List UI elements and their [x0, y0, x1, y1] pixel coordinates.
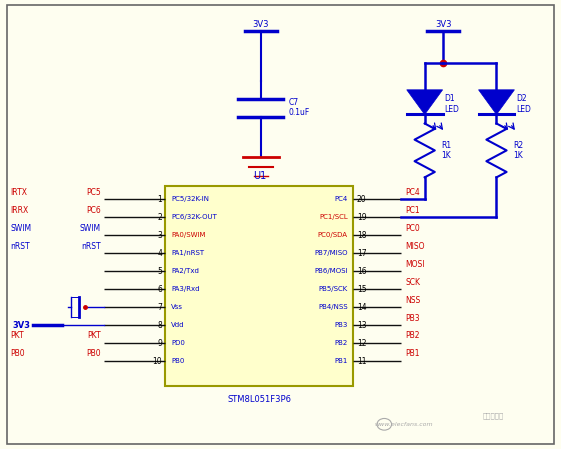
Text: MISO: MISO	[406, 242, 425, 251]
Text: PC6/32K-OUT: PC6/32K-OUT	[171, 214, 217, 220]
Text: PC5: PC5	[86, 188, 101, 197]
Text: PC0/SDA: PC0/SDA	[318, 232, 348, 238]
Text: 3V3: 3V3	[12, 321, 30, 330]
Text: 4: 4	[157, 249, 162, 258]
Text: 8: 8	[158, 321, 162, 330]
Polygon shape	[407, 90, 443, 114]
Text: 6: 6	[157, 285, 162, 294]
Text: 1: 1	[158, 195, 162, 204]
Text: 9: 9	[157, 339, 162, 348]
Text: D2
LED: D2 LED	[516, 94, 531, 114]
Polygon shape	[479, 90, 514, 114]
Text: 3V3: 3V3	[435, 20, 452, 29]
Text: nRST: nRST	[10, 242, 30, 251]
Text: 电子发烧友: 电子发烧友	[483, 412, 504, 418]
Text: 14: 14	[357, 303, 366, 312]
Text: PC6: PC6	[86, 206, 101, 215]
Text: SCK: SCK	[406, 277, 421, 286]
Text: PB0: PB0	[86, 349, 101, 358]
Text: PB6/MOSI: PB6/MOSI	[314, 268, 348, 274]
Text: 3: 3	[157, 231, 162, 240]
Text: 16: 16	[357, 267, 366, 276]
Text: R1
1K: R1 1K	[442, 141, 452, 160]
Text: nRST: nRST	[81, 242, 101, 251]
Text: PKT: PKT	[88, 331, 101, 340]
Text: 11: 11	[357, 357, 366, 365]
Text: 17: 17	[357, 249, 366, 258]
Text: PC4: PC4	[334, 196, 348, 202]
Text: PA2/Txd: PA2/Txd	[171, 268, 199, 274]
Text: IRRX: IRRX	[10, 206, 29, 215]
Text: Vss: Vss	[171, 304, 183, 310]
Text: PB4/NSS: PB4/NSS	[318, 304, 348, 310]
Text: PB3: PB3	[334, 322, 348, 328]
Text: PA1/nRST: PA1/nRST	[171, 250, 204, 256]
Text: PC5/32K-IN: PC5/32K-IN	[171, 196, 209, 202]
Text: SWIM: SWIM	[10, 224, 31, 233]
Text: 5: 5	[157, 267, 162, 276]
Text: PC1: PC1	[406, 206, 420, 215]
Text: 20: 20	[357, 195, 366, 204]
Text: R2
1K: R2 1K	[513, 141, 523, 160]
Text: 19: 19	[357, 213, 366, 222]
Text: 12: 12	[357, 339, 366, 348]
Text: STM8L051F3P6: STM8L051F3P6	[227, 395, 292, 404]
Text: PA0/SWIM: PA0/SWIM	[171, 232, 205, 238]
Text: www.elecfans.com: www.elecfans.com	[375, 422, 433, 427]
Text: 7: 7	[157, 303, 162, 312]
Text: PB7/MISO: PB7/MISO	[314, 250, 348, 256]
Text: 18: 18	[357, 231, 366, 240]
Text: PA3/Rxd: PA3/Rxd	[171, 286, 200, 292]
Text: NSS: NSS	[406, 295, 421, 304]
Text: 10: 10	[153, 357, 162, 365]
Text: PD0: PD0	[171, 340, 185, 346]
Text: 15: 15	[357, 285, 366, 294]
Text: 3V3: 3V3	[252, 20, 269, 29]
Text: U1: U1	[253, 171, 266, 181]
Text: PB1: PB1	[334, 358, 348, 364]
Text: PB0: PB0	[10, 349, 25, 358]
Text: SWIM: SWIM	[80, 224, 101, 233]
Bar	[165, 186, 353, 386]
Text: 2: 2	[158, 213, 162, 222]
Text: PKT: PKT	[10, 331, 24, 340]
Text: PC0: PC0	[406, 224, 420, 233]
Text: IRTX: IRTX	[10, 188, 27, 197]
Text: PB1: PB1	[406, 349, 420, 358]
Text: 13: 13	[357, 321, 366, 330]
Text: PB3: PB3	[406, 313, 420, 322]
Text: PC1/SCL: PC1/SCL	[319, 214, 348, 220]
Text: PB2: PB2	[334, 340, 348, 346]
Text: PB0: PB0	[171, 358, 185, 364]
Text: PB2: PB2	[406, 331, 420, 340]
Text: PC4: PC4	[406, 188, 420, 197]
Text: D1
LED: D1 LED	[444, 94, 459, 114]
Text: Vdd: Vdd	[171, 322, 185, 328]
Text: C7
0.1uF: C7 0.1uF	[289, 98, 310, 118]
Text: MOSI: MOSI	[406, 260, 425, 269]
Text: PB5/SCK: PB5/SCK	[319, 286, 348, 292]
